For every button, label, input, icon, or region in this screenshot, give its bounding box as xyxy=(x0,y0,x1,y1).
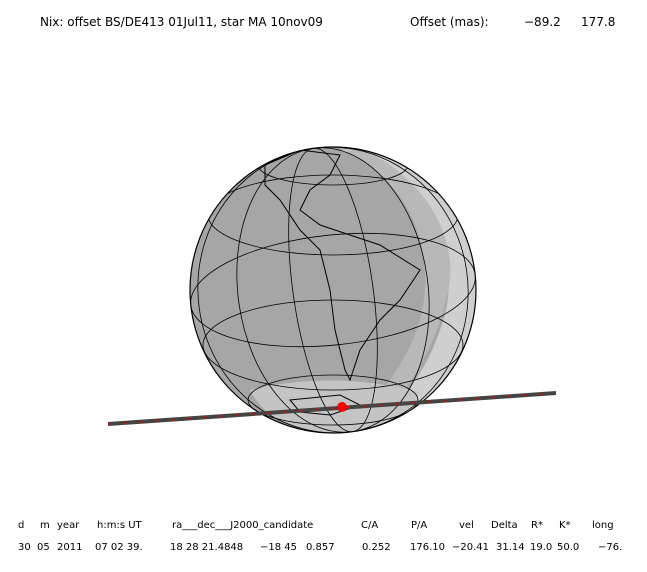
cell: 0.857 xyxy=(306,542,335,553)
column-header: K* xyxy=(559,520,571,531)
column-header: R* xyxy=(531,520,543,531)
column-header: vel xyxy=(459,520,474,531)
cell: 07 02 39. xyxy=(95,542,143,553)
data-table: d m year h:m:s UT ra___dec___J2000_candidate… xyxy=(18,520,622,553)
cell: 31.14 xyxy=(496,542,525,553)
cell: 2011 xyxy=(57,542,82,553)
column-header: h:m:s UT xyxy=(97,520,143,531)
offset-value: 177.8 xyxy=(581,15,615,29)
cell: 19.0 xyxy=(530,542,552,553)
column-header: C/A xyxy=(361,520,378,531)
column-header: ra___dec___J2000_candidate xyxy=(172,520,313,531)
cell: −18 45 xyxy=(260,542,297,553)
cell: −20.41 xyxy=(452,542,489,553)
column-header: d xyxy=(18,520,24,531)
offset-value: −89.2 xyxy=(524,15,561,29)
column-header: long xyxy=(592,520,614,531)
cell: 50.0 xyxy=(557,542,579,553)
column-header: year xyxy=(57,520,80,531)
cell: 0.252 xyxy=(362,542,391,553)
column-header: Delta xyxy=(491,520,518,531)
cell: 30 xyxy=(18,542,31,553)
offset-label: Offset (mas): xyxy=(410,15,489,29)
globe xyxy=(189,146,477,434)
cell: −76. xyxy=(598,542,622,553)
shadow-path xyxy=(107,391,557,426)
column-header: P/A xyxy=(411,520,427,531)
cell: 05 xyxy=(37,542,50,553)
cell: 18 28 21.4848 xyxy=(170,542,243,553)
cell: 176.10 xyxy=(410,542,445,553)
column-header: m xyxy=(40,520,50,531)
title: Nix: offset BS/DE413 01Jul11, star MA 10… xyxy=(40,15,323,29)
